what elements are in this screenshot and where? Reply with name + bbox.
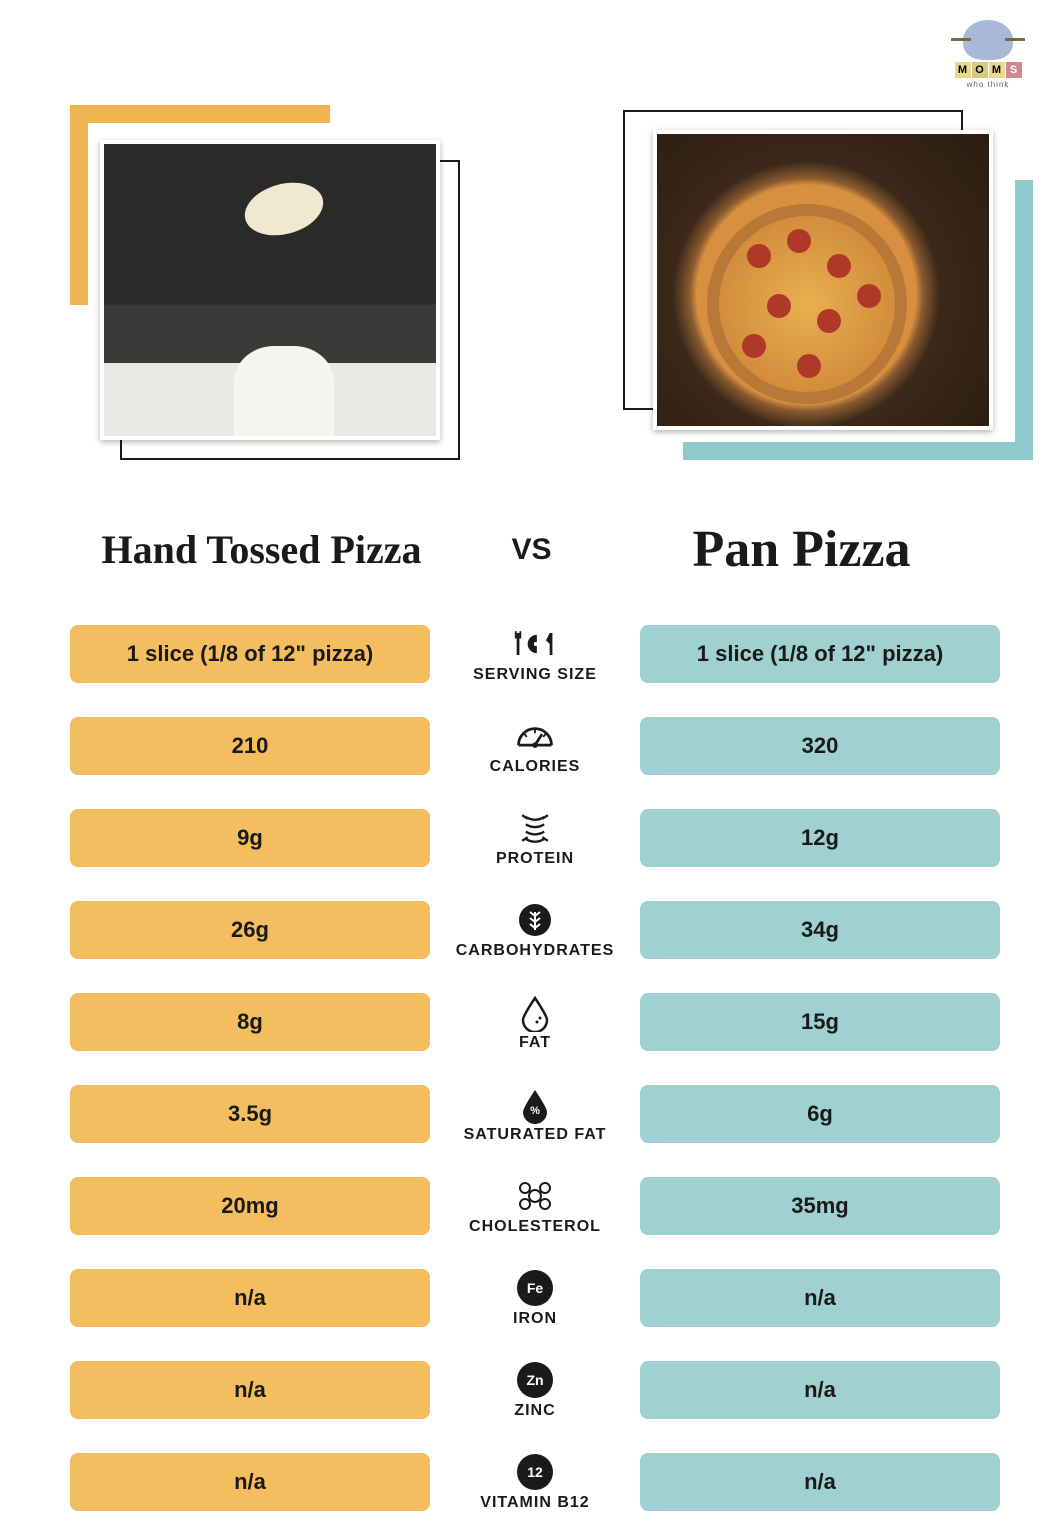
nutrition-comparison-table: 1 slice (1/8 of 12" pizza) SERVING SIZE 1 … xyxy=(70,610,1023,1530)
right-value-serving: 1 slice (1/8 of 12" pizza) xyxy=(640,625,1000,683)
right-title: Pan Pizza xyxy=(592,520,1012,579)
metric-label: PROTEIN xyxy=(496,850,574,868)
metric-label-col-protein: PROTEIN xyxy=(430,808,640,868)
metric-label: IRON xyxy=(513,1310,557,1328)
left-value-serving: 1 slice (1/8 of 12" pizza) xyxy=(70,625,430,683)
metric-label-col-iron: Fe IRON xyxy=(430,1268,640,1328)
metric-label: ZINC xyxy=(514,1402,555,1420)
left-value-zinc: n/a xyxy=(70,1361,430,1419)
right-value-calories: 320 xyxy=(640,717,1000,775)
metric-label-col-fat: FAT xyxy=(430,992,640,1052)
comparison-titles: Hand Tossed Pizza VS Pan Pizza xyxy=(0,520,1063,579)
logo-letter: M xyxy=(955,62,971,78)
right-value-iron: n/a xyxy=(640,1269,1000,1327)
right-value-carbs: 34g xyxy=(640,901,1000,959)
logo-tagline: who think xyxy=(967,80,1010,89)
left-accent-bar xyxy=(70,105,88,305)
left-value-fat: 8g xyxy=(70,993,430,1051)
left-value-carbs: 26g xyxy=(70,901,430,959)
nutrition-row-calories: 210 CALORIES 320 xyxy=(70,702,1023,790)
metric-label: SERVING SIZE xyxy=(473,666,597,684)
metric-label: CHOLESTEROL xyxy=(469,1218,601,1236)
nutrition-row-satfat: 3.5g SATURATED FAT 6g xyxy=(70,1070,1023,1158)
left-value-chol: 20mg xyxy=(70,1177,430,1235)
right-value-protein: 12g xyxy=(640,809,1000,867)
logo-letter: M xyxy=(989,62,1005,78)
iron-icon: Fe xyxy=(517,1268,553,1308)
left-value-iron: n/a xyxy=(70,1269,430,1327)
nutrition-row-zinc: n/a Zn ZINC n/a xyxy=(70,1346,1023,1434)
brand-logo: M O M S who think xyxy=(943,20,1033,110)
fat-icon xyxy=(513,992,557,1032)
metric-label: CALORIES xyxy=(490,758,581,776)
pan-pizza-photo xyxy=(653,130,993,430)
metric-label-col-zinc: Zn ZINC xyxy=(430,1360,640,1420)
nutrition-row-b12: n/a 12 VITAMIN B12 n/a xyxy=(70,1438,1023,1526)
metric-label-col-serving: SERVING SIZE xyxy=(430,624,640,684)
metric-label-col-satfat: SATURATED FAT xyxy=(430,1084,640,1144)
logo-letter: S xyxy=(1006,62,1022,78)
logo-letter-boxes: M O M S xyxy=(955,62,1022,78)
right-accent-bar xyxy=(1015,180,1033,460)
right-accent-bar xyxy=(683,442,1033,460)
protein-icon xyxy=(513,808,557,848)
metric-label: FAT xyxy=(519,1034,551,1052)
satfat-icon xyxy=(513,1084,557,1124)
zinc-icon: Zn xyxy=(517,1360,553,1400)
pan-pizza-image-frame xyxy=(633,120,1013,450)
right-value-zinc: n/a xyxy=(640,1361,1000,1419)
nutrition-row-carbs: 26g CARBOHYDRATES 34g xyxy=(70,886,1023,974)
nutrition-row-fat: 8g FAT 15g xyxy=(70,978,1023,1066)
carbs-icon xyxy=(513,900,557,940)
right-value-satfat: 6g xyxy=(640,1085,1000,1143)
left-value-b12: n/a xyxy=(70,1453,430,1511)
metric-label-col-b12: 12 VITAMIN B12 xyxy=(430,1452,640,1512)
hand-tossed-photo xyxy=(100,140,440,440)
vs-label: VS xyxy=(472,533,592,567)
serving-icon xyxy=(513,624,557,664)
left-accent-bar xyxy=(70,105,330,123)
nutrition-row-iron: n/a Fe IRON n/a xyxy=(70,1254,1023,1342)
calories-icon xyxy=(513,716,557,756)
left-value-protein: 9g xyxy=(70,809,430,867)
metric-label: SATURATED FAT xyxy=(464,1126,607,1144)
right-value-fat: 15g xyxy=(640,993,1000,1051)
comparison-images-row xyxy=(0,130,1063,490)
metric-label-col-carbs: CARBOHYDRATES xyxy=(430,900,640,960)
chol-icon xyxy=(513,1176,557,1216)
left-value-calories: 210 xyxy=(70,717,430,775)
metric-label-col-chol: CHOLESTEROL xyxy=(430,1176,640,1236)
nutrition-row-protein: 9g PROTEIN 12g xyxy=(70,794,1023,882)
metric-label-col-calories: CALORIES xyxy=(430,716,640,776)
metric-label: VITAMIN B12 xyxy=(480,1494,589,1512)
left-title: Hand Tossed Pizza xyxy=(52,526,472,573)
nutrition-row-serving: 1 slice (1/8 of 12" pizza) SERVING SIZE 1 … xyxy=(70,610,1023,698)
nutrition-row-chol: 20mg CHOLESTEROL 35mg xyxy=(70,1162,1023,1250)
left-value-satfat: 3.5g xyxy=(70,1085,430,1143)
logo-letter: O xyxy=(972,62,988,78)
logo-bird-icon xyxy=(963,20,1013,60)
hand-tossed-image-frame xyxy=(90,130,470,460)
b12-icon: 12 xyxy=(517,1452,553,1492)
right-value-chol: 35mg xyxy=(640,1177,1000,1235)
metric-label: CARBOHYDRATES xyxy=(456,942,614,960)
right-value-b12: n/a xyxy=(640,1453,1000,1511)
